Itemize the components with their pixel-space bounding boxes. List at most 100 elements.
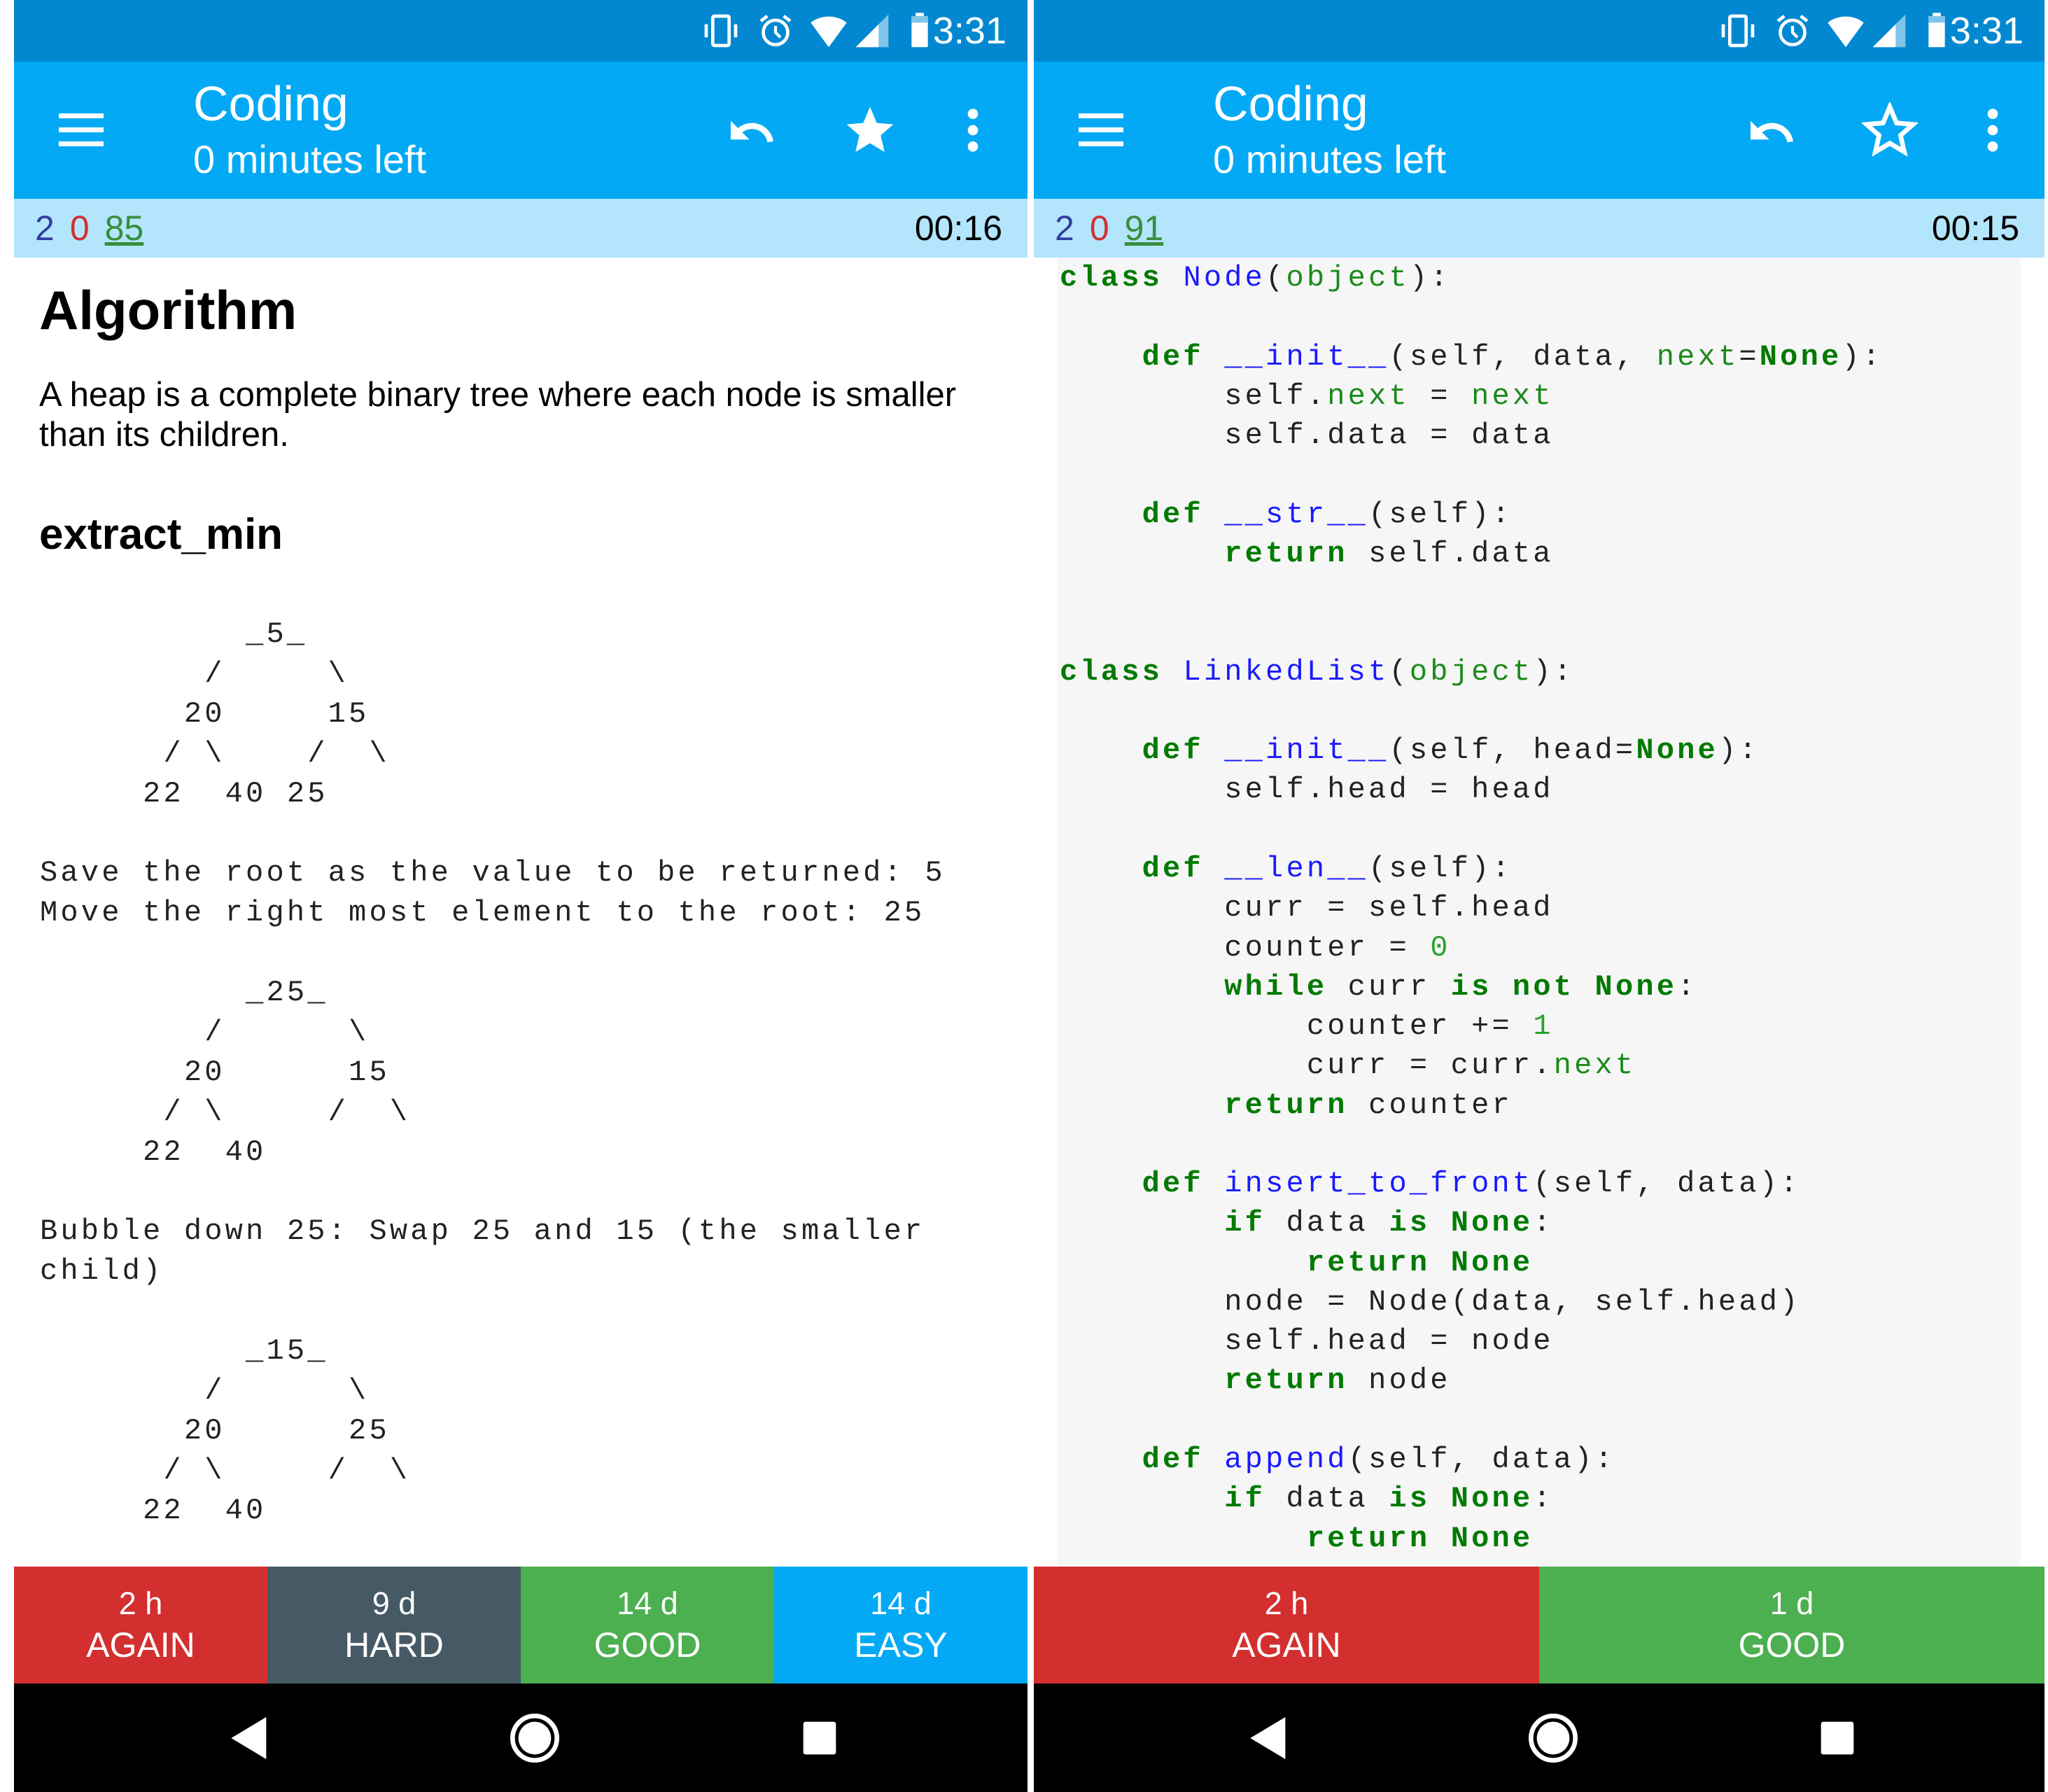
menu-icon[interactable] xyxy=(1076,106,1129,154)
answer-button-good[interactable]: 1 d GOOD xyxy=(1539,1567,2045,1684)
code-line xyxy=(1060,612,1883,652)
back-icon[interactable] xyxy=(1241,1710,1297,1766)
code-line xyxy=(1060,810,1883,849)
code-token: LinkedList xyxy=(1183,654,1389,689)
code-line xyxy=(1060,455,1883,494)
card-counts: 2 0 91 xyxy=(1055,199,1179,258)
home-icon[interactable] xyxy=(1525,1710,1581,1766)
code-token: insert_to_front xyxy=(1224,1167,1534,1201)
code-token xyxy=(1204,1443,1224,1476)
pre-line: child) xyxy=(40,1254,164,1289)
more-vert-icon[interactable] xyxy=(1965,102,2021,158)
code-token: ( xyxy=(1265,261,1286,295)
answer-button-hard[interactable]: 9 d HARD xyxy=(267,1567,521,1684)
menu-icon[interactable] xyxy=(56,106,109,154)
navigation-bar xyxy=(14,1684,1027,1792)
code-token: if xyxy=(1224,1482,1266,1516)
code-token xyxy=(1060,1167,1142,1200)
code-token: not xyxy=(1512,969,1575,1004)
pre-line: Move the right most element to the root:… xyxy=(40,896,925,930)
vibrate-icon xyxy=(1718,11,1758,50)
card-counts-bar: 2 0 91 00:15 xyxy=(1034,199,2045,258)
code-token: object xyxy=(1286,261,1410,295)
pre-line: / \ / \ xyxy=(40,1453,411,1488)
code-token: : xyxy=(1533,1206,1554,1240)
code-line: self.data = data xyxy=(1060,416,1883,455)
pre-line: _15_ xyxy=(40,1334,328,1368)
app-toolbar: Coding 0 minutes left xyxy=(14,62,1027,199)
code-token: ( xyxy=(1389,654,1410,689)
code-token: def xyxy=(1142,1442,1204,1476)
code-line: return counter xyxy=(1060,1086,1883,1125)
learning-count: 0 xyxy=(1089,209,1109,248)
status-time: 3:31 xyxy=(1949,10,2024,52)
new-count: 2 xyxy=(1055,209,1074,248)
code-token xyxy=(1163,261,1183,295)
code-line xyxy=(1060,1125,1883,1164)
undo-icon[interactable] xyxy=(1744,102,1800,158)
code-token: (self, head= xyxy=(1389,734,1636,768)
code-token: object xyxy=(1409,654,1534,689)
more-vert-icon[interactable] xyxy=(945,102,1001,158)
answer-label: AGAIN xyxy=(1232,1625,1341,1665)
undo-icon[interactable] xyxy=(724,102,780,158)
code-line: return None xyxy=(1060,1243,1883,1282)
code-token: self.head = head xyxy=(1060,773,1554,807)
code-token xyxy=(1204,1167,1224,1200)
code-token: (self, data): xyxy=(1347,1442,1615,1476)
code-token: counter += xyxy=(1060,1009,1534,1044)
code-token: next xyxy=(1471,379,1554,413)
answer-interval: 9 d xyxy=(372,1585,416,1621)
star-icon[interactable] xyxy=(842,102,898,158)
code-token: Node xyxy=(1183,261,1266,295)
code-token: (self): xyxy=(1368,497,1513,531)
pre-line: / \ / \ xyxy=(40,736,390,771)
card-content: Algorithm A heap is a complete binary tre… xyxy=(14,258,1027,1567)
home-icon[interactable] xyxy=(507,1710,563,1766)
alarm-icon xyxy=(1773,11,1812,50)
code-line: def __init__(self, data, next=None): xyxy=(1060,337,1883,377)
battery-icon xyxy=(900,11,939,50)
answer-interval: 1 d xyxy=(1769,1585,1814,1621)
recents-icon[interactable] xyxy=(792,1710,848,1766)
answer-button-good[interactable]: 14 d GOOD xyxy=(521,1567,774,1684)
answer-button-easy[interactable]: 14 d EASY xyxy=(774,1567,1027,1684)
recents-icon[interactable] xyxy=(1809,1710,1865,1766)
code-token: is xyxy=(1389,1482,1431,1516)
code-token: ): xyxy=(1718,734,1760,768)
review-count: 85 xyxy=(104,209,144,248)
ascii-explanation: _5_ / \ 20 15 / \ / \ 22 40 25 Save the r… xyxy=(40,615,946,1530)
code-token xyxy=(1430,1522,1450,1555)
code-line: counter += 1 xyxy=(1060,1007,1883,1046)
code-line: node = Node(data, self.head) xyxy=(1060,1282,1883,1322)
back-icon[interactable] xyxy=(222,1710,278,1766)
status-bar: 3:31 xyxy=(14,0,1027,62)
answer-button-again[interactable]: 2 h AGAIN xyxy=(1034,1567,1539,1684)
pre-line: / \ xyxy=(40,1373,370,1408)
code-token: if xyxy=(1224,1206,1266,1240)
answer-interval: 2 h xyxy=(118,1585,163,1621)
code-line: class LinkedList(object): xyxy=(1060,652,1883,692)
code-token xyxy=(1204,852,1224,886)
code-token xyxy=(1060,1206,1224,1240)
code-line: def __str__(self): xyxy=(1060,495,1883,534)
app-toolbar: Coding 0 minutes left xyxy=(1034,62,2045,199)
answer-button-again[interactable]: 2 h AGAIN xyxy=(14,1567,267,1684)
code-token xyxy=(1060,970,1224,1004)
code-token: data xyxy=(1265,1482,1389,1516)
code-token: is xyxy=(1450,969,1492,1004)
code-token: return xyxy=(1224,536,1348,570)
code-token: self.head = node xyxy=(1060,1324,1554,1359)
deck-title: Coding xyxy=(193,76,349,131)
pre-line xyxy=(40,1292,946,1331)
right-phone-screen: 3:31 Coding 0 minutes left 2 0 91 00:15 class N… xyxy=(1034,0,2045,1792)
code-token xyxy=(1060,1443,1142,1476)
code-token xyxy=(1430,1206,1450,1240)
battery-icon xyxy=(1917,11,1956,50)
learning-count: 0 xyxy=(69,209,90,248)
navigation-bar xyxy=(1034,1684,2045,1792)
star-icon[interactable] xyxy=(1860,101,1919,158)
code-token xyxy=(1060,340,1142,374)
wifi-icon xyxy=(809,11,848,50)
answer-label: AGAIN xyxy=(86,1625,195,1665)
